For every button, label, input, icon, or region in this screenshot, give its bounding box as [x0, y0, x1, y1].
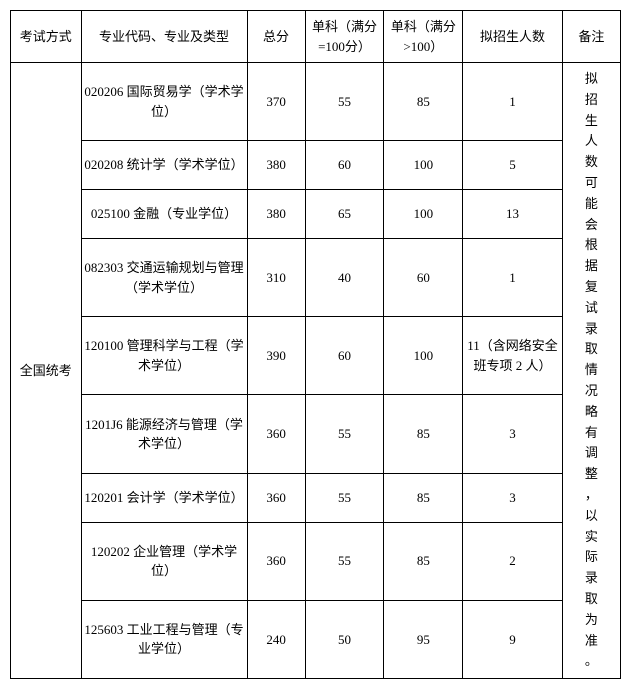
cell-major: 120202 企业管理（学术学位）: [81, 522, 247, 600]
cell-plan: 5: [463, 141, 563, 190]
cell-sub2: 95: [384, 600, 463, 678]
cell-total: 310: [247, 239, 305, 317]
note-text: 拟招生人数可能会根据复试录取情况略有调整，以实际录取为准。: [584, 69, 598, 672]
cell-sub1: 55: [305, 395, 384, 473]
cell-major: 120201 会计学（学术学位）: [81, 473, 247, 522]
cell-sub1: 65: [305, 190, 384, 239]
cell-sub2: 85: [384, 63, 463, 141]
cell-major: 082303 交通运输规划与管理（学术学位）: [81, 239, 247, 317]
header-major: 专业代码、专业及类型: [81, 11, 247, 63]
cell-exam-method: 全国统考: [11, 63, 82, 679]
cell-plan: 2: [463, 522, 563, 600]
cell-sub1: 60: [305, 141, 384, 190]
admission-table: 考试方式 专业代码、专业及类型 总分 单科（满分=100分） 单科（满分>100…: [10, 10, 621, 679]
cell-sub2: 100: [384, 141, 463, 190]
cell-major: 1201J6 能源经济与管理（学术学位）: [81, 395, 247, 473]
table-row: 120201 会计学（学术学位） 360 55 85 3: [11, 473, 621, 522]
cell-plan: 9: [463, 600, 563, 678]
cell-major: 020206 国际贸易学（学术学位）: [81, 63, 247, 141]
cell-total: 240: [247, 600, 305, 678]
cell-sub2: 85: [384, 395, 463, 473]
header-plan: 拟招生人数: [463, 11, 563, 63]
table-row: 020208 统计学（学术学位） 380 60 100 5: [11, 141, 621, 190]
cell-plan: 13: [463, 190, 563, 239]
cell-sub2: 85: [384, 473, 463, 522]
cell-major: 025100 金融（专业学位）: [81, 190, 247, 239]
cell-total: 360: [247, 395, 305, 473]
cell-total: 390: [247, 317, 305, 395]
cell-sub2: 60: [384, 239, 463, 317]
table-row: 1201J6 能源经济与管理（学术学位） 360 55 85 3: [11, 395, 621, 473]
cell-total: 370: [247, 63, 305, 141]
cell-sub1: 55: [305, 63, 384, 141]
cell-major: 125603 工业工程与管理（专业学位）: [81, 600, 247, 678]
cell-total: 360: [247, 522, 305, 600]
table-row: 全国统考 020206 国际贸易学（学术学位） 370 55 85 1 拟招生人…: [11, 63, 621, 141]
header-sub1: 单科（满分=100分）: [305, 11, 384, 63]
table-row: 120100 管理科学与工程（学术学位） 390 60 100 11（含网络安全…: [11, 317, 621, 395]
header-sub2: 单科（满分>100）: [384, 11, 463, 63]
table-row: 125603 工业工程与管理（专业学位） 240 50 95 9: [11, 600, 621, 678]
cell-sub2: 100: [384, 190, 463, 239]
header-note: 备注: [562, 11, 620, 63]
header-total: 总分: [247, 11, 305, 63]
table-row: 025100 金融（专业学位） 380 65 100 13: [11, 190, 621, 239]
cell-plan: 11（含网络安全班专项 2 人）: [463, 317, 563, 395]
cell-total: 380: [247, 190, 305, 239]
table-header-row: 考试方式 专业代码、专业及类型 总分 单科（满分=100分） 单科（满分>100…: [11, 11, 621, 63]
table-row: 120202 企业管理（学术学位） 360 55 85 2: [11, 522, 621, 600]
cell-sub1: 60: [305, 317, 384, 395]
cell-sub2: 85: [384, 522, 463, 600]
cell-plan: 3: [463, 473, 563, 522]
cell-plan: 1: [463, 239, 563, 317]
cell-plan: 1: [463, 63, 563, 141]
cell-total: 360: [247, 473, 305, 522]
cell-sub1: 55: [305, 522, 384, 600]
cell-total: 380: [247, 141, 305, 190]
cell-major: 020208 统计学（学术学位）: [81, 141, 247, 190]
table-row: 082303 交通运输规划与管理（学术学位） 310 40 60 1: [11, 239, 621, 317]
cell-sub1: 50: [305, 600, 384, 678]
cell-plan: 3: [463, 395, 563, 473]
cell-sub2: 100: [384, 317, 463, 395]
cell-major: 120100 管理科学与工程（学术学位）: [81, 317, 247, 395]
cell-sub1: 55: [305, 473, 384, 522]
cell-note: 拟招生人数可能会根据复试录取情况略有调整，以实际录取为准。: [562, 63, 620, 679]
header-exam-method: 考试方式: [11, 11, 82, 63]
cell-sub1: 40: [305, 239, 384, 317]
